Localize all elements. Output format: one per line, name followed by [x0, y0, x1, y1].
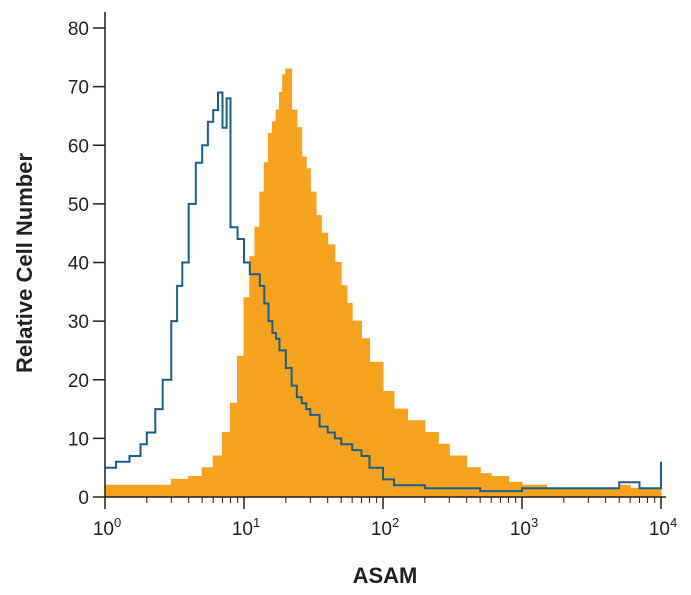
- y-tick-label-10: 10: [68, 429, 89, 450]
- x-tick-label-1: 101: [232, 515, 260, 540]
- x-tick-label-3: 103: [510, 515, 538, 540]
- series-filled-histogram: [104, 68, 662, 498]
- series-outline-histogram: [105, 91, 662, 493]
- x-tick-label-4: 104: [649, 515, 677, 540]
- y-tick-label-60: 60: [68, 136, 89, 157]
- y-tick-label-50: 50: [68, 195, 89, 216]
- y-tick-label-40: 40: [68, 254, 89, 275]
- x-tick-label-2: 102: [371, 515, 399, 540]
- y-tick-label-30: 30: [68, 312, 89, 333]
- y-tick-label-80: 80: [68, 19, 89, 40]
- labels-layer: 0 10 20 30 40 50 60 70 80 100 101 102 103 104: [68, 19, 677, 540]
- series-layer: [104, 68, 662, 498]
- y-tick-label-0: 0: [78, 488, 89, 509]
- y-tick-label-70: 70: [68, 78, 89, 99]
- y-tick-label-20: 20: [68, 371, 89, 392]
- axes-layer: [93, 12, 666, 509]
- x-tick-label-0: 100: [93, 515, 121, 540]
- y-axis-title: Relative Cell Number: [12, 153, 37, 374]
- x-axis-title: ASAM: [353, 563, 418, 588]
